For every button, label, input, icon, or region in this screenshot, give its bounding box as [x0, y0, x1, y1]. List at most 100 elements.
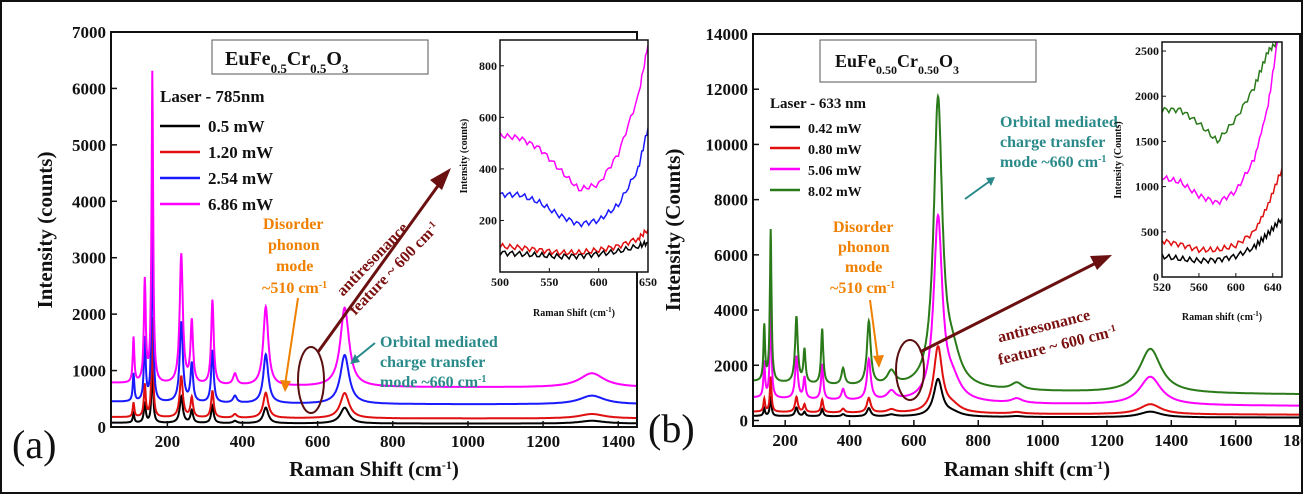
- inset-series-line-0: [1162, 42, 1278, 145]
- series-line-3: [753, 92, 1300, 395]
- y-tick-label-5: 10000: [706, 135, 749, 154]
- panel-b-x-axis-label: Raman shift (cm-1): [944, 457, 1110, 481]
- inset-x-tick-label-0: 500: [491, 275, 509, 289]
- panel-a-ticks: 200 400 600 800 1000 1200 1400 0 1000 2000 3000 400…: [72, 23, 635, 451]
- x-tick-label-8: 1800: [1283, 431, 1303, 450]
- x-tick-label-5: 1200: [1090, 431, 1124, 450]
- inset-series-line-3: [500, 239, 648, 261]
- y-tick-label-7: 14000: [706, 25, 749, 44]
- panel-b-disorder-arrow-line: [869, 299, 879, 361]
- series-line-3: [111, 70, 637, 388]
- y-tick-label-6: 12000: [706, 80, 749, 99]
- legend-label-1: 0.80 mW: [808, 143, 862, 158]
- inset-y-tick-label-3: 800: [479, 59, 497, 73]
- x-tick-label-1: 400: [230, 432, 256, 451]
- panel-a-orbital-arrowhead: [350, 354, 360, 364]
- y-tick-label-1: 2000: [714, 356, 748, 375]
- panel-a-plot-series: [111, 70, 637, 425]
- series-line-2: [753, 212, 1300, 407]
- panel-b-annotation-orbital: Orbital mediated: [1000, 114, 1118, 131]
- inset-series-line-2: [500, 228, 648, 257]
- inset-x-tick-label-1: 550: [540, 275, 558, 289]
- series-line-0: [753, 377, 1300, 419]
- series-line-1: [753, 344, 1300, 416]
- panel-b-annotation-phonon: phonon: [838, 239, 890, 256]
- inset-y-tick-label-0: 0: [1153, 270, 1159, 284]
- y-tick-label-4: 4000: [72, 192, 106, 211]
- inset-series-line-2: [1162, 168, 1282, 254]
- panel-a-inset-background: [500, 40, 648, 272]
- panel-a-annotation-mode-660: mode ~660 cm-1: [380, 374, 486, 392]
- inset-x-tick-label-0: 520: [1153, 280, 1171, 294]
- panel-a-annotation-disorder: Disorder: [263, 216, 323, 233]
- inset-y-tick-label-4: 2000: [1135, 89, 1159, 103]
- y-tick-label-2: 4000: [714, 301, 748, 320]
- panel-b-inset-ticks: 520 560 600 640 0 500 1000 1500 2000 2500: [1135, 44, 1282, 294]
- panel-a-antiresonance-arrowhead: [430, 168, 451, 190]
- panel-b-inset-background: [1162, 42, 1282, 277]
- panel-a-antiresonance-arrow-line: [316, 182, 442, 353]
- panel-b-title-box: [819, 39, 1037, 83]
- x-tick-label-0: 200: [772, 431, 798, 450]
- panel-a-y-axis-label: Intensity (counts): [33, 152, 57, 309]
- inset-y-tick-label-2: 600: [479, 110, 497, 124]
- y-tick-label-0: 0: [98, 418, 107, 437]
- panel-a-title-box: [211, 39, 429, 75]
- inset-series-line-0: [500, 45, 648, 192]
- panel-a-annotation-510: ~510 cm-1: [262, 280, 327, 298]
- inset-x-tick-label-3: 640: [1264, 280, 1282, 294]
- inset-series-line-1: [1162, 42, 1279, 206]
- panel-b-orbital-arrowhead: [986, 177, 995, 186]
- x-tick-label-7: 1600: [1219, 431, 1253, 450]
- panel-b-inset-x-axis-label: Raman shift (cm-1): [1182, 310, 1262, 323]
- panel-a-annotation-charge-transfer: charge transfer: [380, 354, 485, 371]
- y-tick-label-7: 7000: [72, 23, 106, 42]
- inset-y-tick-label-3: 1500: [1135, 134, 1159, 148]
- panel-a-disorder-arrowhead: [280, 380, 291, 392]
- panel-b-plot-frame: [752, 33, 1301, 427]
- panel-a-annotation-mode: mode: [276, 258, 313, 275]
- panel-b-legend-title: Laser - 633 nm: [770, 96, 866, 112]
- panel-a-inset-frame: [499, 39, 649, 273]
- x-tick-label-4: 1000: [1026, 431, 1060, 450]
- panel-a-antiresonance-ellipse: [297, 346, 325, 414]
- panel-b-antiresonance-arrow-line: [919, 260, 1099, 354]
- inset-x-tick-label-2: 600: [590, 275, 608, 289]
- legend-label-3: 8.02 mW: [808, 185, 862, 200]
- panel-b-antiresonance-arrowhead: [1090, 255, 1112, 270]
- inset-series-line-1: [500, 127, 648, 229]
- series-line-2: [111, 208, 637, 406]
- panel-a-x-axis-label: Raman Shift (cm-1): [289, 457, 459, 481]
- panel-b-plot-series: [753, 92, 1300, 419]
- x-tick-label-0: 200: [155, 432, 181, 451]
- series-line-0: [111, 360, 637, 425]
- legend-label-2: 2.54 mW: [208, 169, 273, 188]
- panel-a-inset-y-axis-label: Intensity (counts): [459, 119, 470, 194]
- x-tick-label-6: 1400: [601, 432, 635, 451]
- x-tick-label-3: 800: [965, 431, 991, 450]
- y-tick-label-4: 8000: [714, 191, 748, 210]
- panel-a-inset-series: [500, 45, 648, 261]
- inset-series-line-3: [1162, 217, 1282, 265]
- inset-x-tick-label-2: 600: [1227, 280, 1245, 294]
- legend-label-0: 0.5 mW: [208, 117, 265, 136]
- y-tick-label-5: 5000: [72, 136, 106, 155]
- panel-b-inset-frame: [1161, 41, 1283, 278]
- panel-b: 200 400 600 800 1000 1200 1400 1600 1800 0 2000 400…: [648, 25, 1303, 481]
- x-tick-label-4: 1000: [451, 432, 485, 451]
- inset-y-tick-label-2: 1000: [1135, 180, 1159, 194]
- panel-a-legend: Laser - 785nm 0.5 mW 1.20 mW 2.54 mW 6.86 m…: [160, 87, 273, 214]
- x-tick-label-1: 400: [837, 431, 863, 450]
- panel-b-annotation-mode: mode: [845, 259, 882, 276]
- series-line-1: [111, 317, 637, 420]
- legend-label-2: 5.06 mW: [808, 164, 862, 179]
- panel-a-annotation-phonon: phonon: [268, 237, 320, 254]
- inset-y-tick-label-1: 500: [1141, 225, 1159, 239]
- inset-y-tick-label-5: 2500: [1135, 44, 1159, 58]
- inset-y-tick-label-0: 200: [479, 213, 497, 227]
- panel-b-label: (b): [648, 406, 695, 451]
- legend-label-1: 1.20 mW: [208, 143, 273, 162]
- panel-a-title: EuFe0.5Cr0.5O3: [225, 48, 349, 76]
